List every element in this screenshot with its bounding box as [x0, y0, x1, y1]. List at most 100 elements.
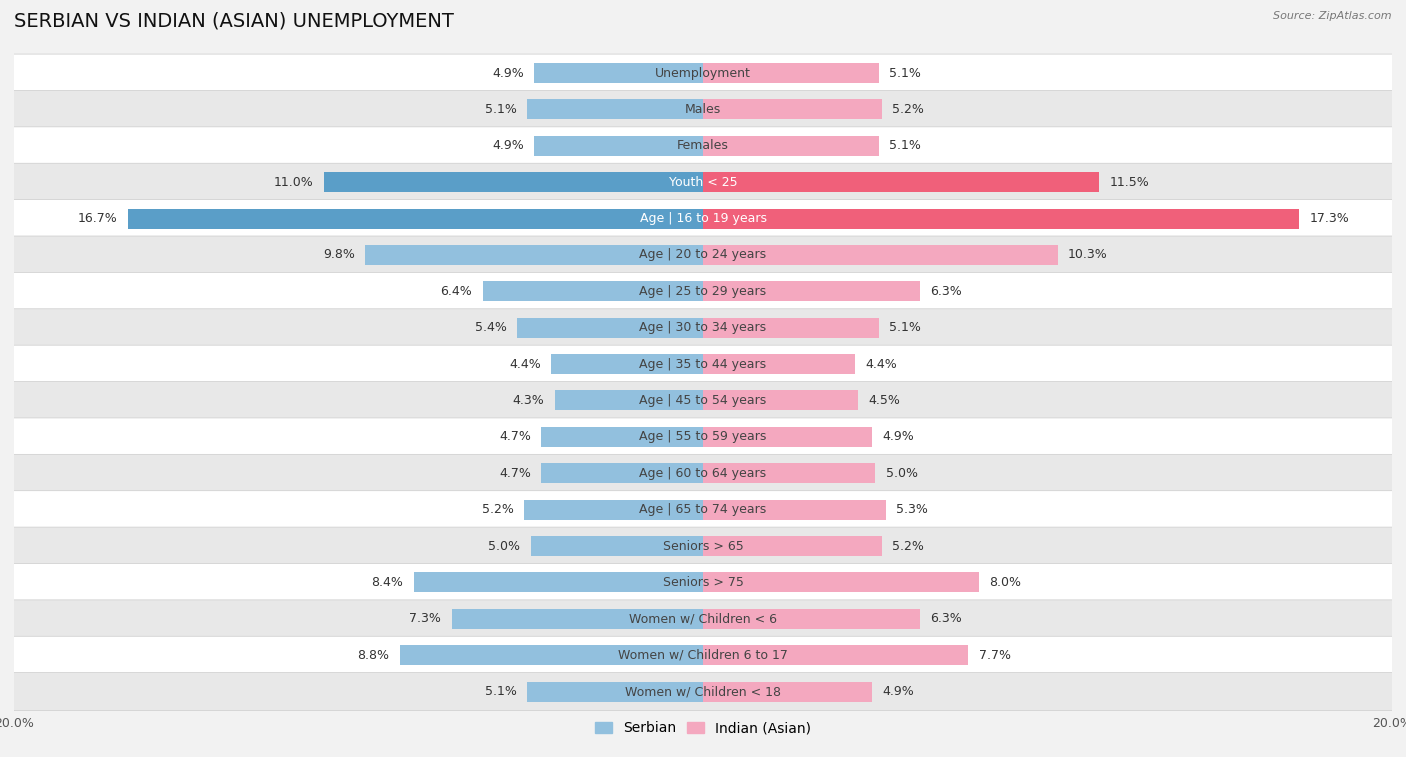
Text: SERBIAN VS INDIAN (ASIAN) UNEMPLOYMENT: SERBIAN VS INDIAN (ASIAN) UNEMPLOYMENT — [14, 11, 454, 30]
Bar — [703, 136, 879, 156]
Bar — [703, 427, 872, 447]
Bar — [413, 572, 703, 593]
Text: 6.3%: 6.3% — [931, 612, 962, 625]
Bar — [703, 500, 886, 519]
Bar — [527, 681, 703, 702]
Text: 6.4%: 6.4% — [440, 285, 472, 298]
Text: 5.0%: 5.0% — [886, 467, 918, 480]
Text: Unemployment: Unemployment — [655, 67, 751, 79]
Bar — [703, 391, 858, 410]
FancyBboxPatch shape — [14, 600, 1392, 637]
Text: 4.4%: 4.4% — [509, 357, 541, 371]
Text: 4.7%: 4.7% — [499, 467, 531, 480]
Text: 4.5%: 4.5% — [869, 394, 900, 407]
FancyBboxPatch shape — [14, 673, 1392, 711]
Text: 4.9%: 4.9% — [492, 139, 524, 152]
FancyBboxPatch shape — [14, 382, 1392, 419]
Text: Age | 60 to 64 years: Age | 60 to 64 years — [640, 467, 766, 480]
Text: Women w/ Children < 6: Women w/ Children < 6 — [628, 612, 778, 625]
Bar — [703, 99, 882, 120]
Bar — [703, 245, 1057, 265]
Legend: Serbian, Indian (Asian): Serbian, Indian (Asian) — [589, 716, 817, 741]
Text: Seniors > 75: Seniors > 75 — [662, 576, 744, 589]
Text: 5.2%: 5.2% — [482, 503, 513, 516]
Text: 5.0%: 5.0% — [488, 540, 520, 553]
FancyBboxPatch shape — [14, 91, 1392, 128]
FancyBboxPatch shape — [14, 637, 1392, 674]
FancyBboxPatch shape — [14, 418, 1392, 456]
FancyBboxPatch shape — [14, 527, 1392, 565]
Bar — [703, 172, 1099, 192]
Bar — [128, 208, 703, 229]
Bar — [527, 99, 703, 120]
Text: 4.7%: 4.7% — [499, 431, 531, 444]
Text: 9.8%: 9.8% — [323, 248, 356, 261]
Text: 8.8%: 8.8% — [357, 649, 389, 662]
Text: Women w/ Children < 18: Women w/ Children < 18 — [626, 685, 780, 698]
Text: 5.1%: 5.1% — [889, 139, 921, 152]
Bar — [524, 500, 703, 519]
Text: Youth < 25: Youth < 25 — [669, 176, 737, 188]
Bar — [703, 609, 920, 629]
Text: Women w/ Children 6 to 17: Women w/ Children 6 to 17 — [619, 649, 787, 662]
FancyBboxPatch shape — [14, 454, 1392, 492]
Text: Age | 65 to 74 years: Age | 65 to 74 years — [640, 503, 766, 516]
Text: 5.4%: 5.4% — [475, 321, 506, 334]
Text: 16.7%: 16.7% — [77, 212, 117, 225]
Text: 4.3%: 4.3% — [513, 394, 544, 407]
Bar — [517, 318, 703, 338]
Text: 8.4%: 8.4% — [371, 576, 404, 589]
Text: 17.3%: 17.3% — [1309, 212, 1348, 225]
Bar — [703, 354, 855, 374]
Text: 5.1%: 5.1% — [889, 321, 921, 334]
Text: Age | 35 to 44 years: Age | 35 to 44 years — [640, 357, 766, 371]
Bar — [555, 391, 703, 410]
Text: 5.1%: 5.1% — [485, 685, 517, 698]
Text: 4.9%: 4.9% — [882, 431, 914, 444]
FancyBboxPatch shape — [14, 164, 1392, 201]
Bar — [703, 645, 969, 665]
Text: 10.3%: 10.3% — [1069, 248, 1108, 261]
Text: 4.4%: 4.4% — [865, 357, 897, 371]
Text: Females: Females — [678, 139, 728, 152]
Text: Age | 16 to 19 years: Age | 16 to 19 years — [640, 212, 766, 225]
Text: 5.1%: 5.1% — [889, 67, 921, 79]
Text: Seniors > 65: Seniors > 65 — [662, 540, 744, 553]
FancyBboxPatch shape — [14, 127, 1392, 165]
FancyBboxPatch shape — [14, 491, 1392, 528]
Text: 6.3%: 6.3% — [931, 285, 962, 298]
Bar — [541, 463, 703, 483]
Bar — [323, 172, 703, 192]
Text: 5.2%: 5.2% — [893, 103, 924, 116]
Bar — [703, 318, 879, 338]
Text: 5.3%: 5.3% — [896, 503, 928, 516]
Text: 7.3%: 7.3% — [409, 612, 441, 625]
Text: Age | 20 to 24 years: Age | 20 to 24 years — [640, 248, 766, 261]
Text: 4.9%: 4.9% — [882, 685, 914, 698]
Text: 5.2%: 5.2% — [893, 540, 924, 553]
Bar — [703, 572, 979, 593]
FancyBboxPatch shape — [14, 309, 1392, 347]
FancyBboxPatch shape — [14, 345, 1392, 383]
Text: Age | 55 to 59 years: Age | 55 to 59 years — [640, 431, 766, 444]
Text: 11.0%: 11.0% — [274, 176, 314, 188]
Bar — [703, 63, 879, 83]
Bar — [703, 282, 920, 301]
Text: Age | 45 to 54 years: Age | 45 to 54 years — [640, 394, 766, 407]
Text: 7.7%: 7.7% — [979, 649, 1011, 662]
Bar — [703, 463, 875, 483]
Bar — [703, 536, 882, 556]
Text: Source: ZipAtlas.com: Source: ZipAtlas.com — [1274, 11, 1392, 21]
Bar — [531, 536, 703, 556]
FancyBboxPatch shape — [14, 563, 1392, 601]
FancyBboxPatch shape — [14, 200, 1392, 238]
Bar — [399, 645, 703, 665]
FancyBboxPatch shape — [14, 273, 1392, 310]
Bar — [482, 282, 703, 301]
Bar — [541, 427, 703, 447]
Bar — [451, 609, 703, 629]
Text: 5.1%: 5.1% — [485, 103, 517, 116]
Text: Age | 25 to 29 years: Age | 25 to 29 years — [640, 285, 766, 298]
FancyBboxPatch shape — [14, 236, 1392, 274]
Text: 11.5%: 11.5% — [1109, 176, 1149, 188]
